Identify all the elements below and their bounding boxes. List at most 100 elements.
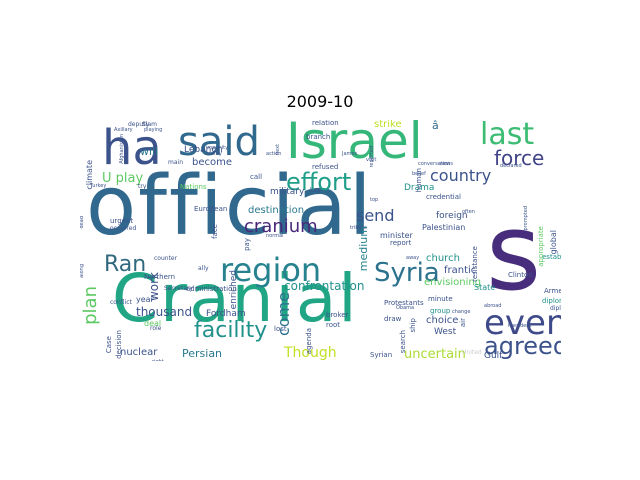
word-visit: occurred <box>110 225 137 232</box>
word-agreed: agreed <box>484 332 561 360</box>
word-occurred: draw <box>384 315 402 323</box>
word-next: right <box>152 360 164 362</box>
word-playing: Case <box>105 336 113 354</box>
word-belief: refused <box>312 163 339 171</box>
word-armenia: administration <box>186 285 237 293</box>
word-secretary: ship <box>409 318 417 333</box>
word-facility: come <box>274 292 293 337</box>
word-a-circ: facility <box>194 318 268 343</box>
word-face: President <box>508 323 532 329</box>
word-branch: Syrian <box>370 351 393 359</box>
word-normal: relation <box>312 120 339 127</box>
word-church: will <box>140 145 159 158</box>
word-destination: strike <box>374 120 402 130</box>
word-change: impunity <box>206 145 229 151</box>
word-away: call <box>250 173 263 181</box>
word-ally: report <box>390 239 412 247</box>
word-nuclear: confrontation <box>284 279 365 293</box>
word-country: country <box>430 166 492 185</box>
word-protestants: global <box>549 230 558 255</box>
word-medium: visit <box>366 157 377 163</box>
word-relation: air <box>459 318 467 328</box>
word-conversation: dead <box>80 216 85 229</box>
word-draw: diplomat <box>542 297 561 305</box>
word-cloud: official Cranial Israel s ha said last r… <box>80 120 561 361</box>
word-israel: Israel <box>286 120 423 170</box>
word-envisioning: become <box>192 157 233 168</box>
word-reported: Turkey <box>90 183 107 189</box>
word-agenda: away <box>406 255 420 261</box>
word-drama: destination <box>248 205 305 216</box>
word-uplay: send <box>356 206 395 225</box>
word-syrian: Protestants <box>384 299 424 307</box>
word-ship: top <box>370 197 379 203</box>
word-broker: Palestinian <box>422 223 466 232</box>
word-official: official <box>86 159 374 254</box>
word-tribute: role <box>150 325 162 332</box>
word-strike: â <box>432 120 439 132</box>
word-minute: Armenia <box>544 287 561 295</box>
word-clinton: Northern <box>144 273 176 281</box>
word-ran: Ran <box>104 252 147 277</box>
word-urgent: human <box>415 168 423 193</box>
word-enriched: conversation <box>418 161 451 167</box>
word-impunity: agenda <box>305 328 313 355</box>
word-west: envisioning <box>424 277 482 288</box>
word-air: belief <box>412 171 426 177</box>
word-turkey: deputy <box>128 121 150 128</box>
word-come: Axillary <box>114 127 133 133</box>
word-james: try <box>138 183 147 190</box>
word-thousand: work <box>147 272 161 302</box>
word-confrontation: Persian <box>182 347 223 360</box>
word-report: establish <box>542 253 561 261</box>
word-administration: Drama <box>404 183 435 193</box>
word-said: said <box>178 120 260 165</box>
word-force: force <box>494 146 545 170</box>
word-search: normal <box>266 233 284 239</box>
word-main: urgent <box>110 217 134 225</box>
word-action: lost <box>274 325 287 333</box>
word-choice: frantic <box>444 265 477 276</box>
word-reality: face <box>211 224 219 239</box>
word-decision: Obama <box>396 305 415 311</box>
word-frantic: Lebanon <box>184 145 223 155</box>
word-top: branch <box>306 133 331 141</box>
word-president: key <box>310 187 321 194</box>
word-gulf: medium <box>357 226 370 272</box>
word-diplomat: Nations <box>180 183 207 191</box>
word-region: region <box>220 251 322 289</box>
word-right: Slam <box>142 121 157 128</box>
word-lost: minute <box>428 295 453 303</box>
word-plan: playing <box>144 127 163 133</box>
word-often: conflict <box>110 299 132 306</box>
word-deputy: counter <box>154 255 178 262</box>
word-case: change <box>452 309 471 315</box>
word-become: Gulf <box>484 351 503 361</box>
word-syria: Syria <box>374 258 440 288</box>
word-uncertain: Though <box>284 345 337 361</box>
word-global: often <box>462 209 475 215</box>
word-diplomatic: climate <box>85 160 94 190</box>
word-foreign: State <box>474 283 496 292</box>
word-nations: year <box>136 295 154 304</box>
word-appropriate: prompted <box>523 206 529 231</box>
word-credential: appropriate <box>537 226 545 267</box>
word-palestinian: resistance <box>471 246 479 282</box>
word-refused: United <box>462 349 482 356</box>
word-resistance: declared <box>500 163 522 169</box>
word-conflict: search <box>399 330 407 354</box>
word-minister: Clinton <box>508 271 533 279</box>
word-even: even <box>484 303 561 343</box>
word-s: s <box>486 191 542 314</box>
word-cranial: Cranial <box>112 260 359 337</box>
word-afghanistan: Afghanistan <box>119 134 125 164</box>
word-prompted: next <box>275 144 281 156</box>
word-establish: European <box>194 205 228 213</box>
word-persian: uncertain <box>404 347 466 361</box>
word-pay: abroad <box>484 303 502 309</box>
word-news: along <box>80 264 85 278</box>
word-effort: effort <box>286 168 352 196</box>
word-group: diplomatic <box>550 305 561 312</box>
word-year: choice <box>426 315 459 326</box>
word-axillary: decision <box>115 330 123 359</box>
